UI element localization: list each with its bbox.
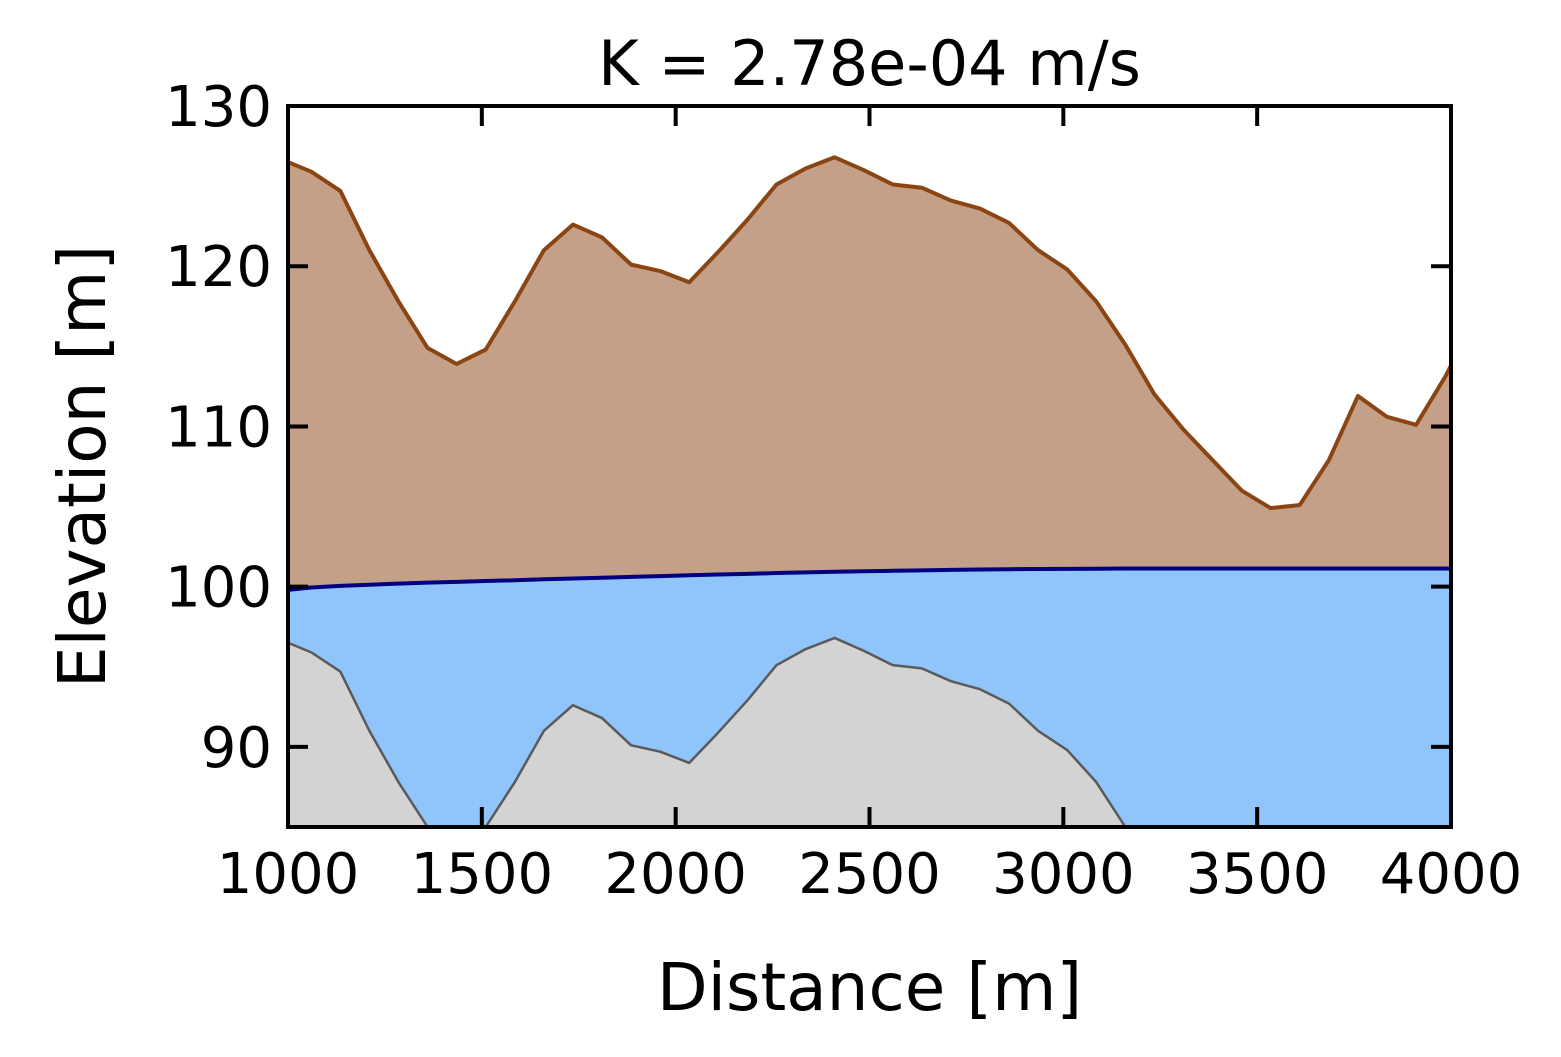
x-tick-label: 3500 [1186,842,1329,907]
y-axis-label: Elevation [m] [44,245,121,688]
aquifer-base-area [288,637,1451,827]
ground-surface-line [287,155,1453,511]
y-tick-label: 130 [165,75,272,140]
y-tick-label: 110 [165,395,272,460]
plot-frame [286,104,1453,829]
x-tick-label: 4000 [1380,842,1523,907]
y-tick-label: 100 [165,556,272,621]
x-tick-label: 3000 [992,842,1135,907]
area-layer [287,155,1453,829]
chart-title: K = 2.78e-04 m/s [598,27,1141,100]
y-tick-label: 120 [165,235,272,300]
y-tick-label: 90 [201,716,272,781]
x-tick-label: 2000 [604,842,747,907]
tick-label-layer: 1000 1500 2000 2500 3000 3500 4000 90 100 110 120 1… [165,75,1522,907]
x-tick-label: 1500 [411,842,554,907]
water-table-line [287,566,1451,592]
x-tick-label: 1000 [217,842,360,907]
x-axis-label: Distance [m] [657,949,1082,1026]
x-tick-label: 2500 [798,842,941,907]
